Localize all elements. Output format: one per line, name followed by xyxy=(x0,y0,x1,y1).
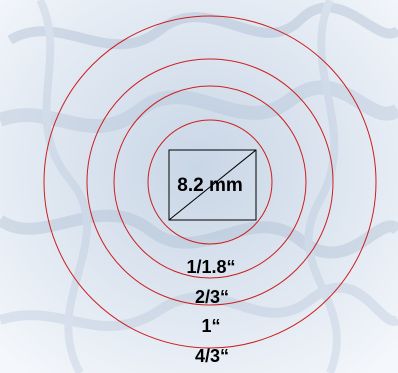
circle-label-2-3-inch: 2/3“ xyxy=(195,287,229,307)
circle-4-3-inch xyxy=(43,15,377,349)
circle-label-4-3-inch: 4/3“ xyxy=(195,346,229,366)
sensor-diagonal-label: 8.2 mm xyxy=(177,175,242,196)
circle-2-3-inch xyxy=(113,85,307,279)
circle-1-inch xyxy=(86,58,334,306)
sensor-circles xyxy=(43,15,377,349)
sensor-diagonal-line xyxy=(168,149,257,221)
sensor-rectangle xyxy=(168,149,257,221)
circle-label-1-1-8-inch: 1/1.8“ xyxy=(186,257,235,277)
sensor-rectangle-group xyxy=(168,149,257,221)
circle-label-1-inch: 1“ xyxy=(201,316,220,336)
circle-1-1-8-inch xyxy=(147,119,273,245)
